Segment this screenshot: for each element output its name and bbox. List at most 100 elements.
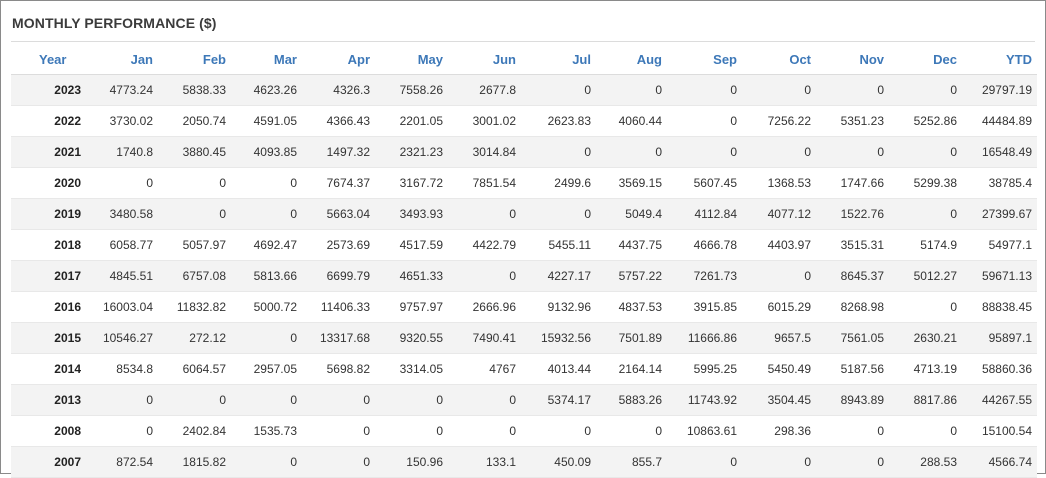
column-header-may: May	[375, 45, 448, 75]
column-header-oct: Oct	[742, 45, 816, 75]
row-year-cell: 2007	[11, 446, 86, 478]
value-cell: 5663.04	[302, 198, 375, 230]
value-cell: 10546.27	[86, 322, 158, 354]
value-cell: 59671.13	[962, 260, 1037, 292]
table-row: 2008 0 2402.84 1535.73 0 0 0 0 0 10863.61 298.36 0 0…	[11, 415, 1037, 447]
value-cell: 4773.24	[86, 74, 158, 106]
value-cell: 0	[889, 291, 962, 323]
value-cell: 0	[596, 415, 667, 447]
value-cell: 11832.82	[158, 291, 231, 323]
column-header-apr: Apr	[302, 45, 375, 75]
column-header-jan: Jan	[86, 45, 158, 75]
row-year-cell: 2022	[11, 105, 86, 137]
value-cell: 27399.67	[962, 198, 1037, 230]
table-row: 2019 3480.58 0 0 5663.04 3493.93 0 0 5049.4 4112.…	[11, 198, 1037, 230]
value-cell: 11406.33	[302, 291, 375, 323]
value-cell: 5000.72	[231, 291, 302, 323]
value-cell: 0	[158, 198, 231, 230]
value-cell: 2573.69	[302, 229, 375, 261]
value-cell: 0	[742, 446, 816, 478]
value-cell: 7261.73	[667, 260, 742, 292]
value-cell: 0	[889, 136, 962, 168]
value-cell: 7674.37	[302, 167, 375, 199]
column-header-dec: Dec	[889, 45, 962, 75]
value-cell: 5299.38	[889, 167, 962, 199]
value-cell: 1740.8	[86, 136, 158, 168]
row-year-cell: 2015	[11, 322, 86, 354]
value-cell: 4112.84	[667, 198, 742, 230]
value-cell: 8943.89	[816, 384, 889, 416]
value-cell: 6015.29	[742, 291, 816, 323]
value-cell: 0	[231, 446, 302, 478]
value-cell: 0	[448, 260, 521, 292]
value-cell: 0	[231, 322, 302, 354]
value-cell: 54977.1	[962, 229, 1037, 261]
value-cell: 44484.89	[962, 105, 1037, 137]
value-cell: 29797.19	[962, 74, 1037, 106]
row-year-cell: 2016	[11, 291, 86, 323]
value-cell: 44267.55	[962, 384, 1037, 416]
value-cell: 4227.17	[521, 260, 596, 292]
column-header-sep: Sep	[667, 45, 742, 75]
value-cell: 2957.05	[231, 353, 302, 385]
value-cell: 0	[375, 384, 448, 416]
value-cell: 3014.84	[448, 136, 521, 168]
value-cell: 10863.61	[667, 415, 742, 447]
value-cell: 1368.53	[742, 167, 816, 199]
value-cell: 0	[667, 446, 742, 478]
column-header-nov: Nov	[816, 45, 889, 75]
value-cell: 4566.74	[962, 446, 1037, 478]
value-cell: 4093.85	[231, 136, 302, 168]
table-row: 2020 0 0 0 7674.37 3167.72 7851.54 2499.6 3569.1…	[11, 167, 1037, 199]
value-cell: 4326.3	[302, 74, 375, 106]
value-cell: 6699.79	[302, 260, 375, 292]
value-cell: 4060.44	[596, 105, 667, 137]
value-cell: 1535.73	[231, 415, 302, 447]
value-cell: 0	[86, 384, 158, 416]
table-row: 2015 10546.27 272.12 0 13317.68 9320.55 7490.4…	[11, 322, 1037, 354]
value-cell: 0	[596, 136, 667, 168]
value-cell: 0	[375, 415, 448, 447]
value-cell: 3730.02	[86, 105, 158, 137]
value-cell: 4623.26	[231, 74, 302, 106]
performance-table: Year Jan Feb Mar Apr May Jun Jul Aug Sep Oct Nov Dec…	[11, 45, 1037, 478]
row-year-cell: 2013	[11, 384, 86, 416]
value-cell: 0	[667, 74, 742, 106]
value-cell: 9657.5	[742, 322, 816, 354]
value-cell: 0	[521, 415, 596, 447]
value-cell: 5698.82	[302, 353, 375, 385]
value-cell: 450.09	[521, 446, 596, 478]
value-cell: 9320.55	[375, 322, 448, 354]
value-cell: 5607.45	[667, 167, 742, 199]
value-cell: 4591.05	[231, 105, 302, 137]
value-cell: 4767	[448, 353, 521, 385]
table-row: 2022 3730.02 2050.74 4591.05 4366.43 2201.05 3…	[11, 105, 1037, 137]
value-cell: 0	[86, 167, 158, 199]
value-cell: 7501.89	[596, 322, 667, 354]
value-cell: 0	[816, 446, 889, 478]
value-cell: 5374.17	[521, 384, 596, 416]
row-year-cell: 2020	[11, 167, 86, 199]
value-cell: 0	[231, 384, 302, 416]
value-cell: 3480.58	[86, 198, 158, 230]
value-cell: 0	[521, 136, 596, 168]
value-cell: 1815.82	[158, 446, 231, 478]
table-body: 2023 4773.24 5838.33 4623.26 4326.3 7558.26 26…	[11, 74, 1037, 478]
value-cell: 5057.97	[158, 229, 231, 261]
value-cell: 4845.51	[86, 260, 158, 292]
panel-title: MONTHLY PERFORMANCE ($)	[12, 15, 217, 31]
value-cell: 2677.8	[448, 74, 521, 106]
value-cell: 2321.23	[375, 136, 448, 168]
value-cell: 5187.56	[816, 353, 889, 385]
value-cell: 8268.98	[816, 291, 889, 323]
value-cell: 0	[158, 167, 231, 199]
row-year-cell: 2008	[11, 415, 86, 447]
value-cell: 4077.12	[742, 198, 816, 230]
value-cell: 8645.37	[816, 260, 889, 292]
value-cell: 0	[667, 136, 742, 168]
value-cell: 0	[667, 105, 742, 137]
value-cell: 15932.56	[521, 322, 596, 354]
value-cell: 2201.05	[375, 105, 448, 137]
value-cell: 0	[231, 198, 302, 230]
title-divider	[11, 41, 1035, 42]
